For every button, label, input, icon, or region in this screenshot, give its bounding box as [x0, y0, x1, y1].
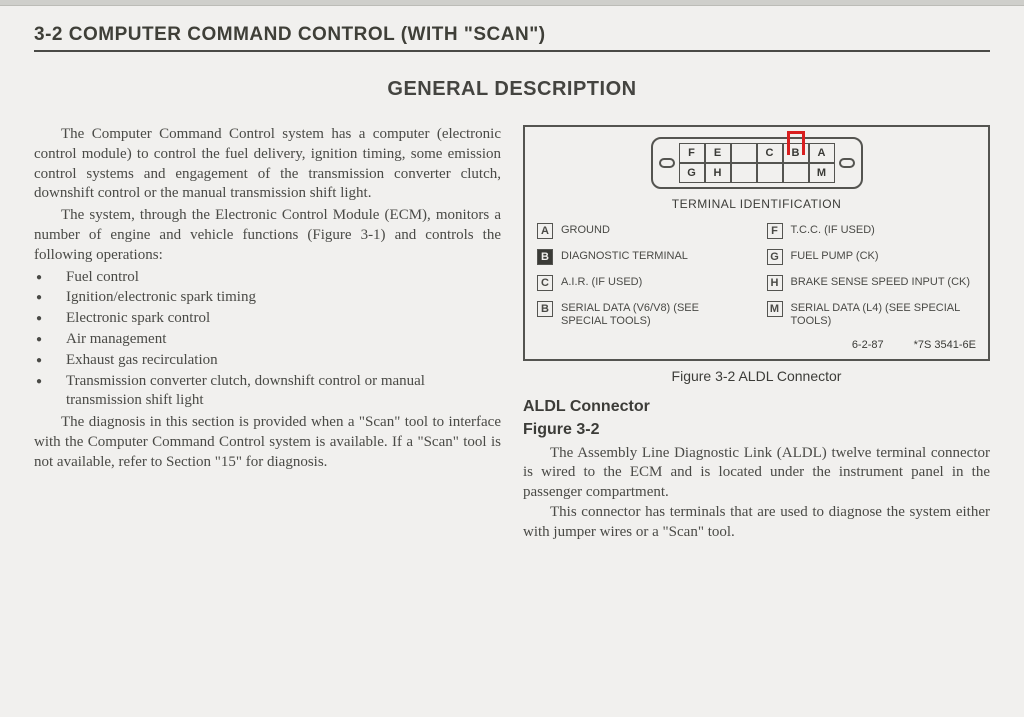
terminal-cell: M: [809, 163, 835, 183]
mounting-hole-right: [839, 158, 855, 168]
terminal-cell: [731, 163, 757, 183]
terminal-def: B SERIAL DATA (V6/V8) (SEE SPECIAL TOOLS): [537, 301, 747, 328]
terminal-cell: A: [809, 143, 835, 163]
highlight-marker: [787, 131, 805, 155]
bullet-item: Exhaust gas recirculation: [34, 351, 501, 371]
subsection-heading-1: ALDL Connector: [523, 397, 990, 416]
terminal-label: GROUND: [561, 223, 610, 237]
bullet-item: Fuel control: [34, 268, 501, 288]
figure-date: 6-2-87: [852, 338, 884, 353]
bullet-list: Fuel control Ignition/electronic spark t…: [34, 268, 501, 412]
terminal-key: M: [767, 301, 783, 317]
terminal-cell: F: [679, 143, 705, 163]
terminal-label: FUEL PUMP (CK): [791, 249, 879, 263]
right-paragraph-1: The Assembly Line Diagnostic Link (ALDL)…: [523, 444, 990, 503]
mounting-hole-left: [659, 158, 675, 168]
connector-shell: F E C B A G H M: [651, 137, 863, 189]
bullet-item: Transmission converter clutch, downshift…: [34, 372, 501, 412]
terminal-grid: F E C B A G H M: [679, 143, 835, 183]
terminal-key: F: [767, 223, 783, 239]
terminal-label: T.C.C. (IF USED): [791, 223, 875, 237]
terminal-label: SERIAL DATA (V6/V8) (SEE SPECIAL TOOLS): [561, 301, 747, 328]
bullet-item: Air management: [34, 330, 501, 350]
terminal-cell: E: [705, 143, 731, 163]
terminal-key: A: [537, 223, 553, 239]
terminal-cell: H: [705, 163, 731, 183]
terminal-key: C: [537, 275, 553, 291]
terminal-label: A.I.R. (IF USED): [561, 275, 642, 289]
paragraph-1: The Computer Command Control system has …: [34, 125, 501, 204]
connector-diagram: F E C B A G H M: [537, 137, 976, 189]
terminal-cell: G: [679, 163, 705, 183]
terminal-cell: [731, 143, 757, 163]
figure-code: *7S 3541-6E: [914, 338, 976, 353]
two-column-layout: The Computer Command Control system has …: [34, 125, 990, 543]
terminal-cell: [757, 163, 783, 183]
paragraph-3: The diagnosis in this section is provide…: [34, 413, 501, 472]
terminal-def: B DIAGNOSTIC TERMINAL: [537, 249, 747, 265]
terminal-key: H: [767, 275, 783, 291]
terminal-def: A GROUND: [537, 223, 747, 239]
page: 3-2 COMPUTER COMMAND CONTROL (WITH "SCAN…: [0, 6, 1024, 543]
figure-footer: 6-2-87 *7S 3541-6E: [537, 338, 976, 353]
terminal-label: BRAKE SENSE SPEED INPUT (CK): [791, 275, 971, 289]
terminal-label: DIAGNOSTIC TERMINAL: [561, 249, 688, 263]
paragraph-2: The system, through the Electronic Contr…: [34, 206, 501, 265]
right-column: F E C B A G H M: [523, 125, 990, 543]
terminal-def: F T.C.C. (IF USED): [767, 223, 977, 239]
terminal-key: G: [767, 249, 783, 265]
terminal-key: B: [537, 301, 553, 317]
bullet-item: Ignition/electronic spark timing: [34, 288, 501, 308]
terminal-def: M SERIAL DATA (L4) (SEE SPECIAL TOOLS): [767, 301, 977, 328]
bullet-item: Electronic spark control: [34, 309, 501, 329]
right-paragraph-2: This connector has terminals that are us…: [523, 503, 990, 543]
terminal-def: C A.I.R. (IF USED): [537, 275, 747, 291]
figure-box: F E C B A G H M: [523, 125, 990, 361]
terminal-key: B: [537, 249, 553, 265]
terminal-label: SERIAL DATA (L4) (SEE SPECIAL TOOLS): [791, 301, 977, 328]
terminal-cell: C: [757, 143, 783, 163]
terminal-def: H BRAKE SENSE SPEED INPUT (CK): [767, 275, 977, 291]
left-column: The Computer Command Control system has …: [34, 125, 501, 543]
terminal-legend: A GROUND B DIAGNOSTIC TERMINAL C A.I.R. (IF…: [537, 223, 976, 328]
page-header: 3-2 COMPUTER COMMAND CONTROL (WITH "SCAN…: [34, 24, 990, 52]
figure-caption: Figure 3-2 ALDL Connector: [523, 367, 990, 385]
section-title: GENERAL DESCRIPTION: [34, 78, 990, 101]
subsection-heading-2: Figure 3-2: [523, 420, 990, 439]
terminal-id-title: TERMINAL IDENTIFICATION: [537, 197, 976, 213]
terminal-def: G FUEL PUMP (CK): [767, 249, 977, 265]
terminal-cell: [783, 163, 809, 183]
